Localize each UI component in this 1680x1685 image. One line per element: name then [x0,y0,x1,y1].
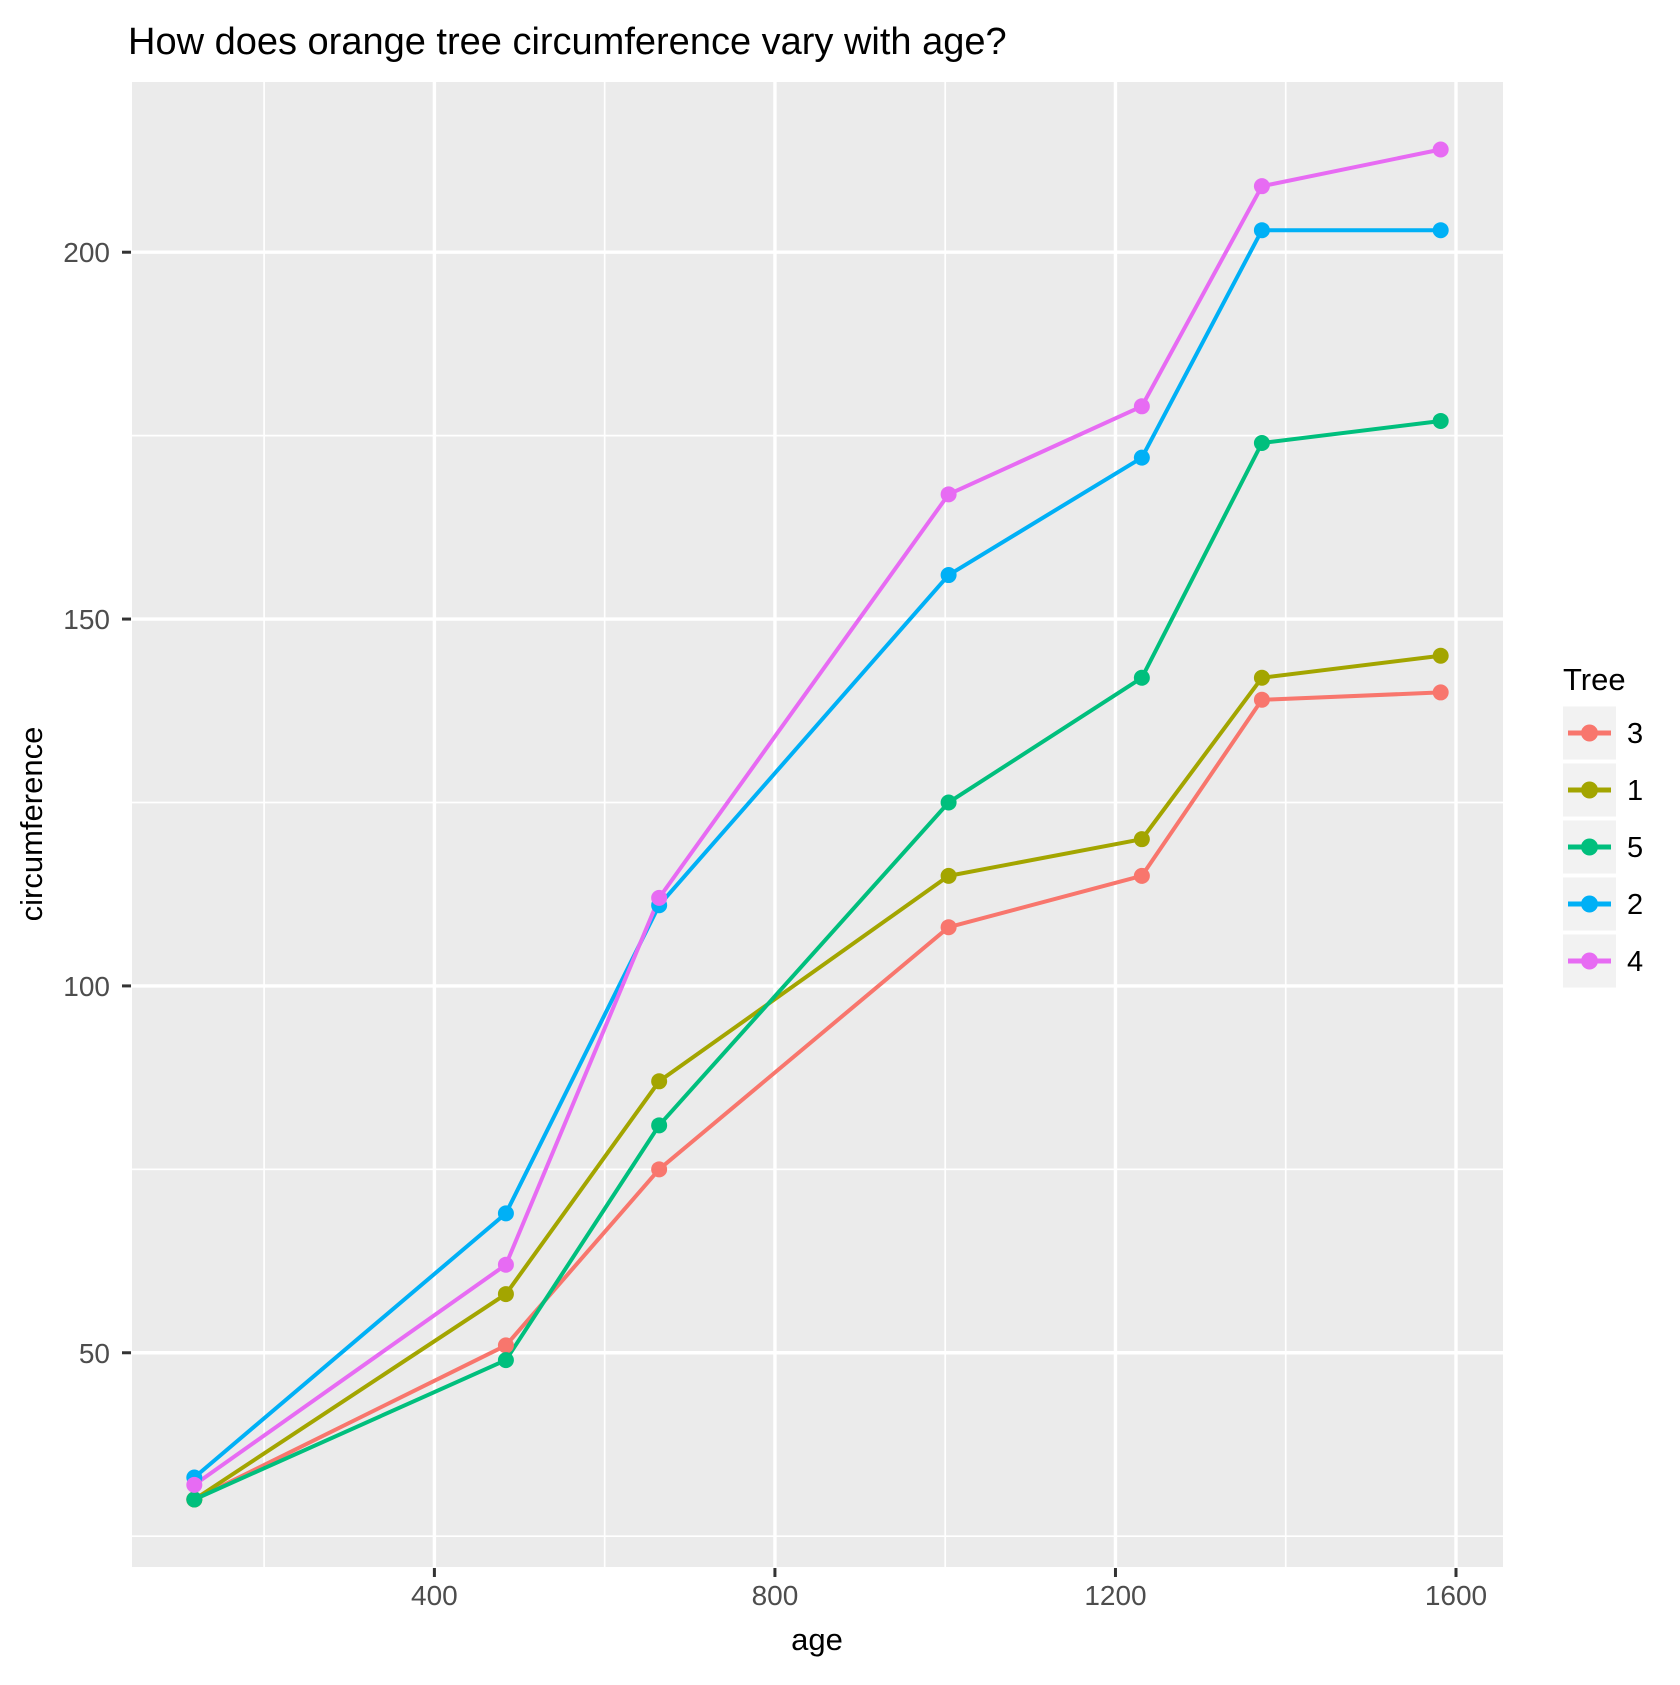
data-point-tree4-age664 [651,889,668,906]
data-point-tree3-age1231 [1133,867,1150,884]
data-point-tree4-age1582 [1432,141,1449,158]
data-point-tree2-age1231 [1133,449,1150,466]
data-point-tree4-age1231 [1133,398,1150,415]
legend-key-point [1581,781,1598,799]
x-axis-title: age [791,1622,843,1657]
legend-key-point [1581,724,1598,742]
legend-title: Tree [1563,662,1626,697]
data-point-tree4-age118 [186,1476,203,1493]
panel-layer [132,82,1503,1567]
data-point-tree5-age118 [186,1491,203,1508]
axis-ticks [122,250,1458,1577]
legend-item-5: 5 [1563,820,1643,874]
legend-label-5: 5 [1627,832,1643,864]
series-points [186,141,1449,1508]
data-point-tree5-age484 [497,1352,514,1369]
gridlines-minor [132,82,1503,1567]
y-tick-label-150: 150 [63,604,110,635]
data-point-tree4-age1004 [940,486,957,503]
data-point-tree3-age1004 [940,919,957,936]
data-point-tree3-age484 [497,1337,514,1354]
plot-title: How does orange tree circumference vary … [128,21,1007,63]
panel-background [132,82,1503,1567]
data-point-tree4-age484 [497,1256,514,1273]
data-point-tree1-age484 [497,1286,514,1303]
legend-label-3: 3 [1627,718,1643,750]
axis-tick-labels: 50 100 150 200 400 800 1200 1600 [63,237,1487,1611]
data-point-tree2-age1004 [940,567,957,584]
y-tick-label-100: 100 [63,971,110,1002]
data-point-tree5-age1004 [940,794,957,811]
data-point-tree1-age1004 [940,867,957,884]
legend-key-point [1581,895,1598,913]
data-point-tree1-age1231 [1133,831,1150,848]
data-point-tree3-age1372 [1253,691,1270,708]
data-point-tree1-age1582 [1432,647,1449,664]
data-point-tree2-age1372 [1253,222,1270,239]
y-tick-label-200: 200 [63,237,110,268]
data-point-tree5-age1372 [1253,434,1270,451]
data-point-tree1-age1372 [1253,669,1270,686]
legend-key-point [1581,838,1598,856]
data-point-tree4-age1372 [1253,178,1270,195]
data-point-tree5-age1231 [1133,669,1150,686]
x-tick-label-1200: 1200 [1084,1580,1146,1611]
y-tick-label-50: 50 [79,1338,110,1369]
y-axis-title: circumference [14,727,49,922]
x-tick-label-1600: 1600 [1425,1580,1487,1611]
data-point-tree5-age1582 [1432,412,1449,429]
data-point-tree3-age664 [651,1161,668,1178]
legend-item-2: 2 [1563,877,1643,931]
legend-item-1: 1 [1563,763,1643,817]
data-point-tree1-age664 [651,1073,668,1090]
legend-label-1: 1 [1627,775,1643,807]
data-point-tree2-age1582 [1432,222,1449,239]
legend: 3 1 5 2 4 [1563,706,1643,988]
data-point-tree5-age664 [651,1117,668,1134]
x-tick-label-400: 400 [411,1580,458,1611]
legend-label-2: 2 [1627,889,1643,921]
data-point-tree2-age484 [497,1205,514,1222]
data-point-tree3-age1582 [1432,684,1449,701]
legend-item-3: 3 [1563,706,1643,760]
legend-label-4: 4 [1627,946,1643,978]
legend-key-point [1581,952,1598,970]
x-tick-label-800: 800 [752,1580,799,1611]
legend-item-4: 4 [1563,934,1643,988]
gridlines-major [132,82,1503,1567]
